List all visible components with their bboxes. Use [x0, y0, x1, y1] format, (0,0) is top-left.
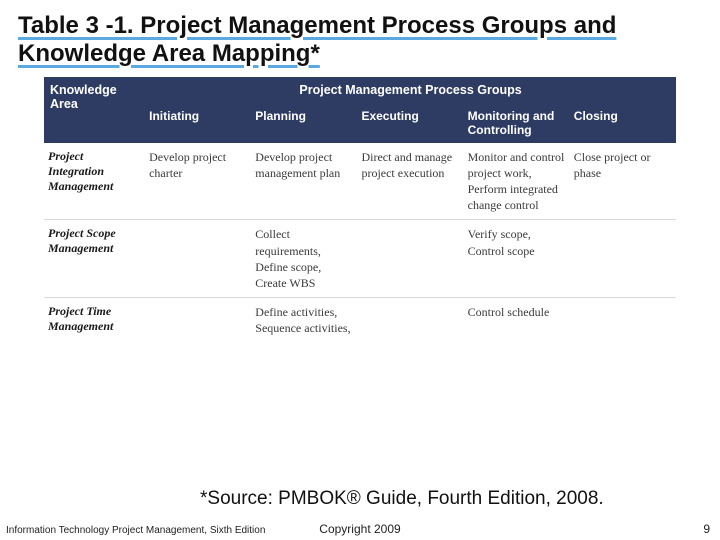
body-cell: Monitor and control project work, Perfor…	[464, 143, 570, 220]
body-cell: Collect requirements, Define scope, Crea…	[251, 220, 357, 298]
body-cell	[145, 298, 251, 343]
body-cell	[145, 220, 251, 298]
col-header-super: Project Management Process Groups	[145, 77, 676, 103]
col-header-planning: Planning	[251, 103, 357, 143]
body-cell: Define activities, Sequence activities,	[251, 298, 357, 343]
table-container: Knowledge Area Project Management Proces…	[0, 77, 720, 343]
source-note: *Source: PMBOK® Guide, Fourth Edition, 2…	[200, 488, 712, 510]
body-cell	[357, 298, 463, 343]
body-cell	[357, 220, 463, 298]
body-cell: Control schedule	[464, 298, 570, 343]
body-cell: Develop project charter	[145, 143, 251, 220]
ka-cell: Project Time Management	[44, 298, 145, 343]
body-cell	[570, 220, 676, 298]
body-cell: Develop project management plan	[251, 143, 357, 220]
footer-copyright: Copyright 2009	[0, 522, 720, 536]
col-header-initiating: Initiating	[145, 103, 251, 143]
col-header-knowledge-area: Knowledge Area	[44, 77, 145, 143]
body-cell: Direct and manage project execution	[357, 143, 463, 220]
table-header-row-1: Knowledge Area Project Management Proces…	[44, 77, 676, 103]
col-header-closing: Closing	[570, 103, 676, 143]
table-row: Project Scope Management Collect require…	[44, 220, 676, 298]
body-cell	[570, 298, 676, 343]
page-number: 9	[703, 522, 710, 536]
col-header-monitoring: Monitoring and Controlling	[464, 103, 570, 143]
body-cell: Close project or phase	[570, 143, 676, 220]
table-row: Project Integration Management Develop p…	[44, 143, 676, 220]
mapping-table: Knowledge Area Project Management Proces…	[44, 77, 676, 343]
body-cell: Verify scope, Control scope	[464, 220, 570, 298]
ka-cell: Project Integration Management	[44, 143, 145, 220]
table-row: Project Time Management Define activitie…	[44, 298, 676, 343]
col-header-executing: Executing	[357, 103, 463, 143]
page-title: Table 3 -1. Project Management Process G…	[0, 0, 720, 77]
ka-cell: Project Scope Management	[44, 220, 145, 298]
